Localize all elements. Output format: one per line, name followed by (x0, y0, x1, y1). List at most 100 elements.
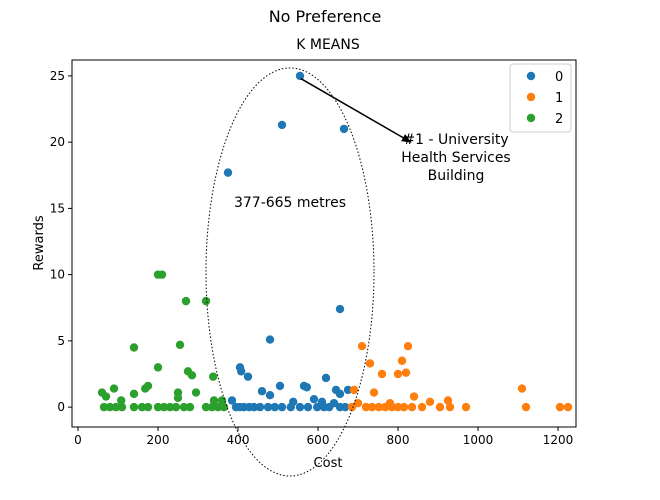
cluster-2-point (109, 384, 119, 393)
top-point-annotation: #1 - University Health Services Building (401, 132, 510, 184)
y-tick-label: 10 (50, 268, 65, 282)
cluster-1-point (521, 402, 531, 412)
y-tick-label: 15 (50, 201, 65, 215)
cluster-0-point (286, 402, 295, 412)
cluster-1-point (393, 402, 403, 412)
cluster-0-point (341, 402, 350, 412)
cluster-2-point (209, 372, 218, 381)
cluster-1-point (393, 369, 403, 379)
cluster-0-point (295, 71, 305, 81)
y-tick-label: 5 (57, 334, 65, 348)
cluster-2-point (111, 402, 121, 412)
cluster-1-point (387, 402, 397, 412)
cluster-0-point (277, 402, 287, 412)
cluster-0-point (335, 389, 345, 399)
legend-box (509, 63, 572, 133)
cluster-2-point (201, 402, 211, 412)
legend-marker-2 (526, 113, 536, 123)
cluster-0-point (335, 304, 345, 314)
plot-area: 377-665 metres #1 - University Health Serv… (97, 67, 573, 477)
x-tick-label: 400 (227, 433, 250, 447)
cluster-2-point (181, 296, 191, 306)
cluster-2-point (213, 402, 223, 412)
legend-label-0: 0 (555, 70, 563, 85)
cluster-1-point (403, 341, 413, 351)
cluster-0-point (295, 402, 305, 412)
x-tick-label: 800 (387, 433, 410, 447)
cluster-0-point (339, 124, 349, 134)
legend-marker-0 (526, 71, 536, 81)
cluster-1-point (409, 392, 419, 401)
cluster-1-point (381, 402, 390, 412)
cluster-0-point (275, 381, 285, 391)
cluster-1-point (357, 341, 367, 351)
cluster-1-point (399, 402, 409, 412)
cluster-1-point (401, 368, 411, 377)
cluster-2-point (185, 402, 195, 412)
range-ellipse (205, 67, 375, 477)
cluster-2-point (219, 402, 229, 412)
cluster-1-point (397, 356, 407, 365)
cluster-0-point (255, 402, 265, 412)
y-tick-label: 20 (50, 135, 65, 149)
cluster-2-point (105, 402, 115, 412)
cluster-1-point (353, 398, 363, 408)
cluster-2-point (159, 402, 169, 412)
cluster-0-point (277, 120, 287, 130)
cluster-2-point (175, 340, 185, 350)
cluster-2-point (129, 343, 139, 352)
x-tick-label: 0 (74, 433, 82, 447)
x-axis-ticks: 0 200 400 600 800 1000 1200 (74, 427, 573, 447)
cluster-1-point (563, 402, 573, 412)
cluster-1-point (425, 397, 435, 407)
range-annotation: 377-665 metres (234, 195, 346, 211)
cluster-1-point (517, 384, 527, 393)
cluster-2-point (165, 402, 175, 412)
legend-label-1: 1 (555, 91, 563, 106)
cluster-0-point (265, 391, 275, 400)
legend: 0 1 2 (509, 63, 572, 133)
cluster-0-point (309, 394, 319, 404)
cluster-1-point (417, 402, 427, 412)
cluster-2-point (129, 402, 139, 412)
cluster-1-point (367, 402, 377, 412)
legend-marker-1 (526, 92, 536, 102)
cluster-2-point (117, 396, 126, 405)
cluster-0-point (263, 402, 273, 412)
cluster-2-point (129, 389, 139, 399)
cluster-1-point (377, 369, 387, 379)
x-tick-label: 200 (147, 433, 170, 447)
cluster-1-point (443, 396, 453, 405)
cluster-2-point (201, 296, 211, 306)
cluster-0-point (321, 373, 331, 383)
cluster-2-point (157, 270, 167, 279)
x-tick-label: 1200 (543, 433, 574, 447)
cluster-2-point (187, 371, 197, 380)
cluster-2-point (99, 402, 109, 412)
cluster-2-point (191, 388, 201, 397)
y-tick-label: 0 (57, 400, 65, 414)
cluster-2-point (179, 402, 189, 412)
x-axis-label: Cost (314, 456, 343, 471)
cluster-1-point (349, 385, 359, 395)
y-tick-label: 25 (50, 69, 65, 83)
chart-title: K MEANS (296, 37, 360, 53)
cluster-1-point (435, 402, 445, 412)
cluster-1-point (374, 402, 383, 412)
cluster-2-point (101, 392, 111, 401)
figure-suptitle: No Preference (269, 7, 382, 26)
cluster-0-point (243, 372, 253, 381)
x-tick-label: 600 (307, 433, 330, 447)
cluster-0-point (303, 402, 313, 412)
cluster-0-point (343, 385, 353, 395)
cluster-1-point (365, 359, 375, 368)
cluster-2-point (153, 402, 163, 412)
cluster-1-point (555, 402, 565, 412)
cluster-0-point (257, 387, 267, 396)
cluster-0-point (227, 396, 237, 405)
cluster-2-point (117, 402, 127, 412)
cluster-1-point (407, 402, 417, 412)
cluster-0-point (302, 383, 311, 392)
cluster-1-point (369, 388, 379, 397)
cluster-2-point (207, 402, 217, 412)
